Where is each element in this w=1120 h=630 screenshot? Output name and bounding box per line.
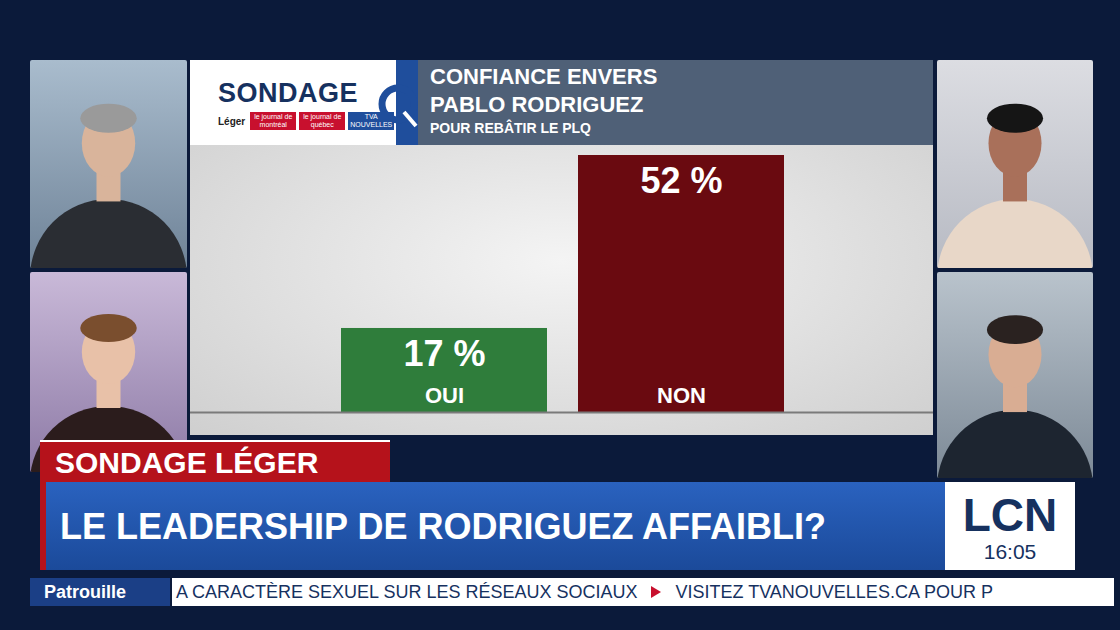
html-text:CONFIANCE ENVERS: CONFIANCE ENVERS <box>430 64 658 89</box>
html-text:SONDAGE: SONDAGE <box>218 78 358 108</box>
html-text:A CARACTÈRE SEXUEL SUR LES RÉS: A CARACTÈRE SEXUEL SUR LES RÉSEAUX SOCIA… <box>176 581 638 602</box>
html-text:16:05: 16:05 <box>983 540 1037 563</box>
html-text:TVA NOUVELLES: TVA NOUVELLES <box>350 113 393 128</box>
html-text:Patrouille: Patrouille <box>44 582 126 602</box>
html-text:SONDAGE LÉGER: SONDAGE LÉGER <box>55 446 319 479</box>
svg-text:NON: NON <box>657 383 706 408</box>
html-text:LE LEADERSHIP DE RODRIGUEZ AFF: LE LEADERSHIP DE RODRIGUEZ AFFAIBLI? <box>60 506 826 547</box>
svg-text:OUI: OUI <box>425 383 464 408</box>
html-text:le journal de montréal: le journal de montréal <box>254 113 293 128</box>
html-text:PABLO RODRIGUEZ: PABLO RODRIGUEZ <box>430 92 644 117</box>
html-text:le journal de québec: le journal de québec <box>303 113 342 128</box>
html-text:POUR REBÂTIR LE PLQ: POUR REBÂTIR LE PLQ <box>430 120 591 136</box>
svg-text:17 %: 17 % <box>403 333 485 374</box>
html-text:VISITEZ TVANOUVELLES.CA POUR P: VISITEZ TVANOUVELLES.CA POUR P <box>675 581 993 602</box>
html-text:Léger: Léger <box>218 115 246 127</box>
html-text:LCN: LCN <box>962 489 1058 541</box>
svg-text:52 %: 52 % <box>640 160 722 201</box>
